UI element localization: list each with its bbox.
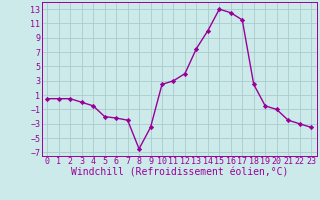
X-axis label: Windchill (Refroidissement éolien,°C): Windchill (Refroidissement éolien,°C) (70, 168, 288, 178)
